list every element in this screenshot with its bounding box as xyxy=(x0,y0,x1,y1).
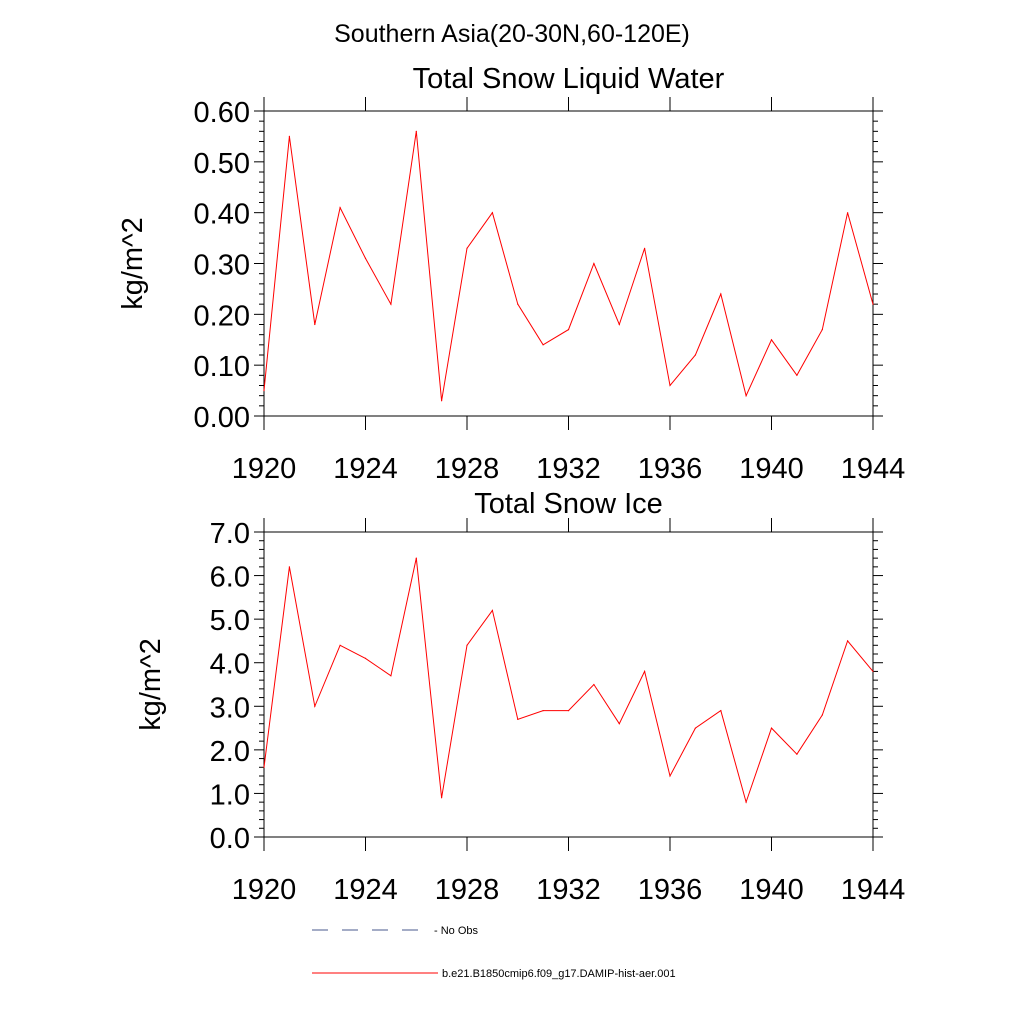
y-tick-label: 4.0 xyxy=(210,649,250,681)
data-point xyxy=(847,212,849,214)
y-tick-label: 6.0 xyxy=(210,562,250,594)
data-point xyxy=(720,293,722,295)
y-tick-label: 1.0 xyxy=(210,779,250,811)
y-tick-label: 0.20 xyxy=(194,300,250,332)
data-point xyxy=(770,339,773,341)
data-point xyxy=(821,714,823,716)
data-point xyxy=(618,723,620,725)
data-point xyxy=(542,344,544,346)
data-point xyxy=(415,557,417,559)
y-tick-label: 0.00 xyxy=(194,402,250,434)
y-tick-label: 0.30 xyxy=(194,250,250,282)
series-line xyxy=(263,131,874,401)
legend-entry-no-obs: - No Obs xyxy=(312,925,479,937)
data-point xyxy=(593,683,595,686)
data-point xyxy=(567,710,570,712)
x-tick-label: 1936 xyxy=(638,874,703,906)
data-point xyxy=(669,384,671,387)
data-point xyxy=(618,323,620,326)
x-tick-label: 1928 xyxy=(435,874,500,906)
y-tick-label: 5.0 xyxy=(210,605,250,637)
y-tick-label: 0.40 xyxy=(194,199,250,231)
data-point xyxy=(770,727,773,729)
data-point xyxy=(796,753,798,755)
y-tick-label: 0.0 xyxy=(210,823,250,855)
legend-label-no-obs: - No Obs xyxy=(434,925,479,937)
data-point xyxy=(390,303,392,305)
plot-frame xyxy=(263,110,874,417)
x-tick-label: 1928 xyxy=(435,453,500,485)
x-tick-label: 1920 xyxy=(232,453,297,485)
data-point xyxy=(288,566,290,568)
data-point xyxy=(796,374,798,376)
y-tick-label: 0.60 xyxy=(194,97,250,129)
y-axis-label: kg/m^2 xyxy=(117,217,149,310)
data-point xyxy=(491,212,493,214)
data-point xyxy=(466,644,468,646)
y-tick-label: 3.0 xyxy=(210,692,250,724)
data-point xyxy=(415,130,417,132)
data-point xyxy=(694,727,697,729)
legend-label-model: b.e21.B1850cmip6.f09_g17.DAMIP-hist-aer.… xyxy=(442,968,676,980)
data-point xyxy=(466,247,468,249)
y-tick-label: 0.50 xyxy=(194,148,250,180)
x-tick-label: 1944 xyxy=(841,874,906,906)
data-point xyxy=(263,766,265,768)
data-point xyxy=(542,710,544,712)
x-tick-label: 1940 xyxy=(739,874,804,906)
x-tick-label: 1932 xyxy=(536,453,601,485)
x-tick-label: 1936 xyxy=(638,453,703,485)
data-point xyxy=(263,390,265,392)
data-point xyxy=(567,329,570,331)
series-line xyxy=(263,557,874,804)
data-point xyxy=(821,329,823,331)
data-point xyxy=(364,257,367,259)
data-point xyxy=(745,801,747,803)
x-tick-label: 1924 xyxy=(333,874,398,906)
data-point xyxy=(694,354,697,356)
data-point xyxy=(720,710,722,712)
data-point xyxy=(847,640,849,642)
data-point xyxy=(491,609,493,612)
data-point xyxy=(288,135,290,137)
suptitle: Southern Asia(20-30N,60-120E) xyxy=(334,20,690,48)
plot-frame xyxy=(263,531,874,838)
x-tick-label: 1920 xyxy=(232,874,297,906)
panel-2: Total Snow Ice kg/m^2 0.0 1.0 2.0 3.0 4.0 5.0 6.… xyxy=(135,488,905,906)
legend: - No Obs b.e21.B1850cmip6.f09_g17.DAMIP-… xyxy=(312,925,676,980)
x-tick-label: 1944 xyxy=(841,453,906,485)
data-point xyxy=(314,705,316,707)
data-point xyxy=(872,670,874,673)
data-point xyxy=(339,644,341,646)
data-point xyxy=(339,207,341,209)
panel-1: Total Snow Liquid Water kg/m^2 0.00 0.10 0.2… xyxy=(117,63,905,485)
x-tick-label: 1932 xyxy=(536,874,601,906)
x-tick-label: 1940 xyxy=(739,453,804,485)
legend-entry-model: b.e21.B1850cmip6.f09_g17.DAMIP-hist-aer.… xyxy=(312,968,676,980)
chart-title: Total Snow Liquid Water xyxy=(413,63,725,95)
data-point xyxy=(872,303,874,305)
data-point xyxy=(517,718,519,721)
y-tick-label: 0.10 xyxy=(194,351,250,383)
data-point xyxy=(390,675,392,677)
data-point xyxy=(441,797,443,799)
y-tick-label: 7.0 xyxy=(210,518,250,550)
data-point xyxy=(745,395,747,397)
x-tick-label: 1924 xyxy=(333,453,398,485)
y-tick-label: 2.0 xyxy=(210,736,250,768)
plots: Total Snow Liquid Water kg/m^2 0.00 0.10 0.2… xyxy=(117,63,905,906)
data-point xyxy=(593,262,595,265)
data-point xyxy=(517,303,519,305)
data-point xyxy=(441,400,443,402)
data-point xyxy=(644,247,646,249)
chart-title: Total Snow Ice xyxy=(474,488,663,520)
data-point xyxy=(364,657,367,660)
data-point xyxy=(314,323,316,326)
data-point xyxy=(669,775,671,777)
data-point xyxy=(644,670,646,673)
y-axis-label: kg/m^2 xyxy=(135,638,167,731)
